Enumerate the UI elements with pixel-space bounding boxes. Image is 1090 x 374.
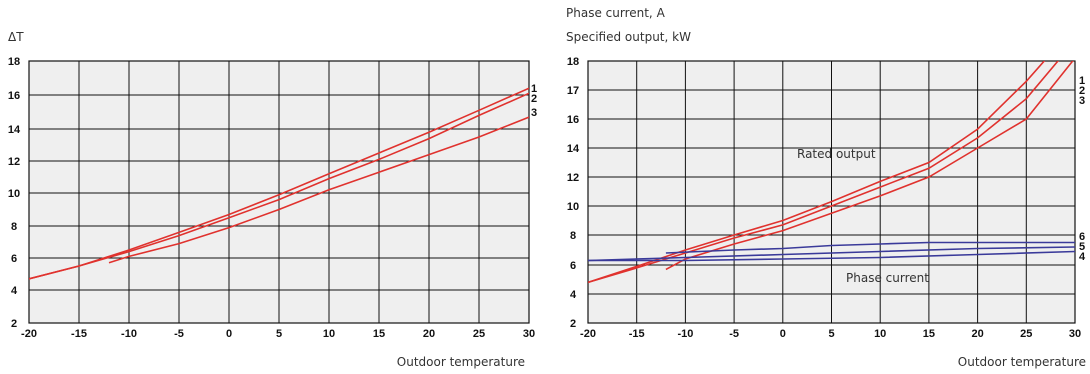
series-line-1 — [588, 61, 1046, 284]
y-tick-label: 4 — [11, 285, 18, 297]
x-tick-label: 5 — [828, 328, 834, 340]
y-tick-label: 16 — [8, 90, 20, 102]
series-label-4: 4 — [1079, 251, 1086, 263]
x-tick-label: -15 — [71, 328, 87, 340]
y-tick-label: 10 — [567, 201, 579, 213]
x-tick-label: -5 — [729, 328, 739, 340]
series-line-2 — [29, 92, 529, 280]
chart1-xlabel: Outdoor temperature — [397, 355, 525, 369]
series-label-1: 1 — [531, 83, 537, 95]
x-tick-label: -10 — [677, 328, 693, 340]
x-tick-label: 10 — [323, 328, 335, 340]
y-tick-label: 18 — [567, 56, 579, 68]
x-tick-label: 10 — [874, 328, 886, 340]
series-line-6 — [665, 241, 1075, 254]
series-label-2: 2 — [1079, 85, 1085, 97]
series-label-3: 3 — [531, 107, 537, 119]
delta-t-chart: ΔT Outdoor temperature -20 -15 -10 -5 0 5 10 15… — [8, 30, 537, 369]
y-tick-label: 14 — [567, 143, 580, 155]
y-tick-label: 17 — [567, 85, 579, 97]
y-tick-label: 12 — [567, 172, 579, 184]
x-tick-label: -5 — [174, 328, 184, 340]
x-tick-label: 5 — [276, 328, 282, 340]
series-label-1: 1 — [1079, 75, 1085, 87]
y-tick-label: 6 — [570, 260, 576, 272]
x-tick-label: 30 — [523, 328, 535, 340]
x-tick-label: 15 — [923, 328, 935, 340]
y-tick-label: 2 — [570, 318, 576, 330]
x-tick-label: -20 — [21, 328, 37, 340]
x-tick-label: 15 — [373, 328, 385, 340]
x-tick-label: -10 — [121, 328, 137, 340]
chart2-xlabel: Outdoor temperature — [958, 355, 1086, 369]
y-tick-label: 10 — [8, 188, 20, 200]
y-tick-label: 6 — [11, 253, 17, 265]
series-label-3: 3 — [1079, 95, 1085, 107]
series-label-5: 5 — [1079, 241, 1085, 253]
series-line-4 — [588, 250, 1075, 262]
y-tick-label: 4 — [570, 289, 577, 301]
x-tick-label: 25 — [1020, 328, 1032, 340]
x-tick-label: 20 — [971, 328, 983, 340]
x-tick-label: 0 — [780, 328, 786, 340]
series-label-6: 6 — [1079, 231, 1085, 243]
output-current-chart: Phase current, A Specified output, kW Ou… — [566, 6, 1086, 369]
y-tick-label: 12 — [8, 156, 20, 168]
series-line-1 — [29, 87, 529, 280]
x-tick-label: -15 — [629, 328, 645, 340]
x-tick-label: 20 — [423, 328, 435, 340]
x-tick-label: 30 — [1069, 328, 1081, 340]
y-tick-label: 8 — [11, 221, 17, 233]
series-label-2: 2 — [531, 93, 537, 105]
series-line-3 — [108, 116, 529, 264]
y-tick-label: 16 — [567, 114, 579, 126]
x-tick-label: 0 — [226, 328, 232, 340]
y-tick-label: 14 — [8, 124, 21, 136]
chart1-ylabel: ΔT — [8, 30, 24, 44]
series-line-5 — [588, 246, 1075, 262]
x-tick-label: 25 — [473, 328, 485, 340]
annotation: Phase current — [846, 271, 929, 285]
annotation: Rated output — [797, 147, 876, 161]
x-tick-label: -20 — [580, 328, 596, 340]
chart2-ylabel-line2: Specified output, kW — [566, 30, 691, 44]
y-tick-label: 8 — [570, 230, 576, 242]
y-tick-label: 2 — [11, 318, 17, 330]
chart2-ylabel-line1: Phase current, A — [566, 6, 666, 20]
y-tick-label: 18 — [8, 56, 20, 68]
